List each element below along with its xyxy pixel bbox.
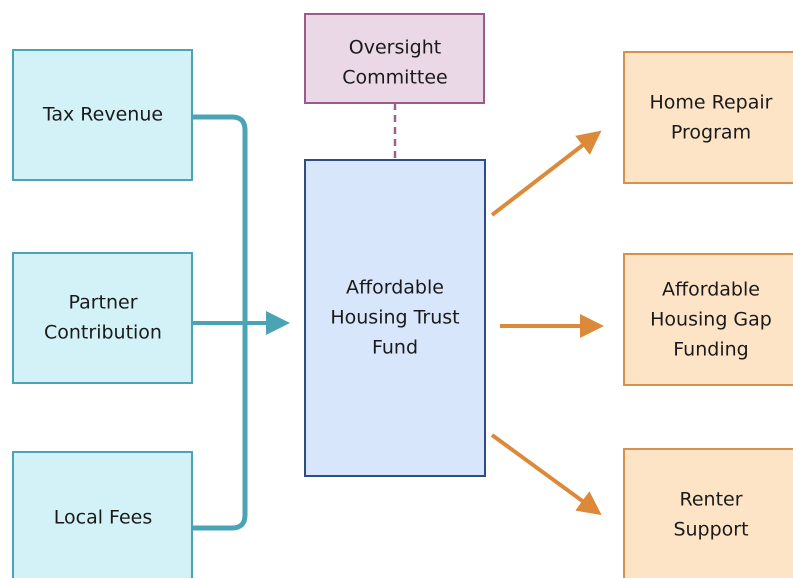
node-label: Housing Trust — [330, 307, 459, 329]
node: Tax Revenue — [12, 49, 193, 181]
connectors — [192, 103, 604, 531]
node-label: Renter — [679, 489, 742, 511]
program-box — [623, 448, 793, 578]
node-label: Tax Revenue — [42, 104, 163, 126]
node: Oversight Committee — [304, 13, 485, 104]
node-label: Fund — [372, 337, 418, 359]
node-label: Local Fees — [54, 507, 152, 529]
program-box — [623, 51, 793, 184]
node-label: Home Repair — [650, 92, 773, 114]
node-label: Committee — [342, 67, 447, 89]
node: Renter Support — [623, 448, 793, 578]
fund-box — [304, 159, 486, 477]
node-label: Housing Gap — [650, 309, 772, 331]
node: Partner Contribution — [12, 252, 193, 384]
node-label: Affordable — [662, 279, 760, 301]
source-box — [12, 252, 193, 384]
node: Local Fees — [12, 451, 193, 578]
node-label: Program — [671, 122, 751, 144]
node-label: Funding — [673, 339, 748, 361]
program-box — [623, 253, 793, 386]
node: Affordable Housing Gap Funding — [623, 253, 793, 386]
node-label: Partner — [68, 292, 137, 314]
program-arrow — [490, 130, 602, 217]
node-label: Support — [673, 519, 748, 541]
node-label: Oversight — [349, 37, 441, 59]
node: Affordable Housing Trust Fund — [304, 159, 486, 477]
node: Home Repair Program — [623, 51, 793, 184]
node-label: Affordable — [346, 277, 444, 299]
boxes: Tax Revenue Partner Contribution Local Fees… — [12, 13, 793, 578]
node-label: Contribution — [44, 322, 162, 344]
source-box — [12, 451, 193, 578]
oversight-box — [304, 13, 485, 104]
source-box — [12, 49, 193, 181]
program-arrow — [490, 433, 602, 516]
